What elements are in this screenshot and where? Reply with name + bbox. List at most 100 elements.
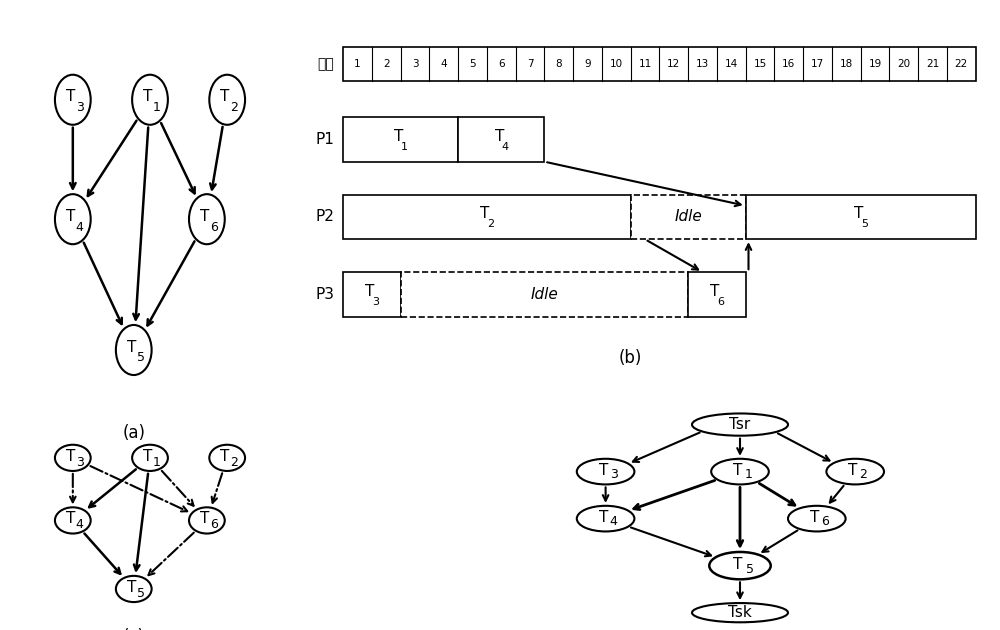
Text: 1: 1: [153, 455, 161, 469]
Text: P3: P3: [316, 287, 334, 302]
Text: 5: 5: [137, 352, 145, 365]
Text: 10: 10: [610, 59, 623, 69]
Text: T: T: [66, 209, 75, 224]
Circle shape: [55, 507, 91, 534]
Text: 22: 22: [955, 59, 968, 69]
Text: Tsr: Tsr: [729, 417, 751, 432]
Text: 周期: 周期: [318, 57, 334, 71]
Text: T: T: [200, 512, 210, 527]
Text: 16: 16: [782, 59, 795, 69]
Text: 12: 12: [667, 59, 680, 69]
Text: 14: 14: [725, 59, 738, 69]
Text: Idle: Idle: [674, 209, 702, 224]
Circle shape: [577, 459, 634, 484]
Text: 1: 1: [401, 142, 408, 152]
Text: T: T: [710, 284, 720, 299]
Text: T: T: [127, 340, 136, 355]
Text: 15: 15: [753, 59, 767, 69]
Text: 4: 4: [76, 518, 84, 531]
Text: T: T: [810, 510, 819, 525]
Text: T: T: [220, 89, 230, 105]
Text: Idle: Idle: [530, 287, 558, 302]
Circle shape: [577, 506, 634, 532]
Bar: [401, 272, 688, 317]
Text: T: T: [66, 512, 75, 527]
Text: 3: 3: [412, 59, 418, 69]
Text: 2: 2: [230, 101, 238, 114]
Text: 2: 2: [487, 219, 494, 229]
Circle shape: [189, 507, 225, 534]
Bar: [631, 195, 746, 239]
Text: 7: 7: [527, 59, 533, 69]
Bar: [343, 47, 976, 81]
Bar: [343, 117, 458, 162]
Circle shape: [132, 445, 168, 471]
Text: T: T: [66, 449, 75, 464]
Text: T: T: [200, 209, 210, 224]
Text: 1: 1: [354, 59, 361, 69]
Text: 3: 3: [610, 468, 618, 481]
Text: T: T: [365, 284, 375, 299]
Text: 6: 6: [210, 518, 218, 531]
Bar: [343, 195, 631, 239]
Text: 2: 2: [859, 468, 867, 481]
Circle shape: [788, 506, 846, 532]
Circle shape: [116, 325, 152, 375]
Bar: [343, 272, 401, 317]
Text: 4: 4: [502, 142, 509, 152]
Text: 4: 4: [610, 515, 618, 528]
Text: 5: 5: [137, 587, 145, 600]
Text: 9: 9: [584, 59, 591, 69]
Text: T: T: [733, 463, 742, 478]
Text: (a): (a): [122, 424, 145, 442]
Text: (b): (b): [619, 348, 642, 367]
Bar: [688, 272, 746, 317]
Circle shape: [132, 75, 168, 125]
Circle shape: [55, 194, 91, 244]
Circle shape: [189, 194, 225, 244]
Text: 20: 20: [897, 59, 910, 69]
Bar: [746, 195, 976, 239]
Text: 2: 2: [383, 59, 390, 69]
Text: T: T: [854, 206, 863, 221]
Text: T: T: [480, 206, 490, 221]
Text: T: T: [848, 463, 857, 478]
Text: 3: 3: [76, 455, 84, 469]
Bar: [458, 117, 544, 162]
Text: T: T: [599, 463, 608, 478]
Text: 18: 18: [840, 59, 853, 69]
Text: T: T: [143, 449, 153, 464]
Text: 5: 5: [861, 219, 868, 229]
Circle shape: [709, 552, 771, 580]
Text: 1: 1: [744, 468, 752, 481]
Text: T: T: [220, 449, 230, 464]
Text: T: T: [143, 89, 153, 105]
Text: (c): (c): [123, 627, 145, 630]
Text: 19: 19: [868, 59, 882, 69]
Text: 6: 6: [821, 515, 829, 528]
Circle shape: [711, 459, 769, 484]
Text: 17: 17: [811, 59, 824, 69]
Text: 8: 8: [555, 59, 562, 69]
Circle shape: [826, 459, 884, 484]
Text: T: T: [127, 580, 136, 595]
Circle shape: [116, 576, 152, 602]
Text: Tsk: Tsk: [728, 605, 752, 620]
Text: 5: 5: [469, 59, 476, 69]
Text: 1: 1: [153, 101, 161, 114]
Text: 6: 6: [717, 297, 724, 307]
Text: 21: 21: [926, 59, 939, 69]
Text: 6: 6: [498, 59, 505, 69]
Text: P2: P2: [316, 209, 334, 224]
Text: T: T: [599, 510, 608, 525]
Text: 13: 13: [696, 59, 709, 69]
Text: T: T: [394, 129, 403, 144]
Circle shape: [209, 445, 245, 471]
Text: 11: 11: [638, 59, 652, 69]
Text: T: T: [66, 89, 75, 105]
Ellipse shape: [692, 413, 788, 436]
Text: P1: P1: [316, 132, 334, 147]
Text: 4: 4: [76, 220, 84, 234]
Text: 3: 3: [76, 101, 84, 114]
Text: 3: 3: [372, 297, 379, 307]
